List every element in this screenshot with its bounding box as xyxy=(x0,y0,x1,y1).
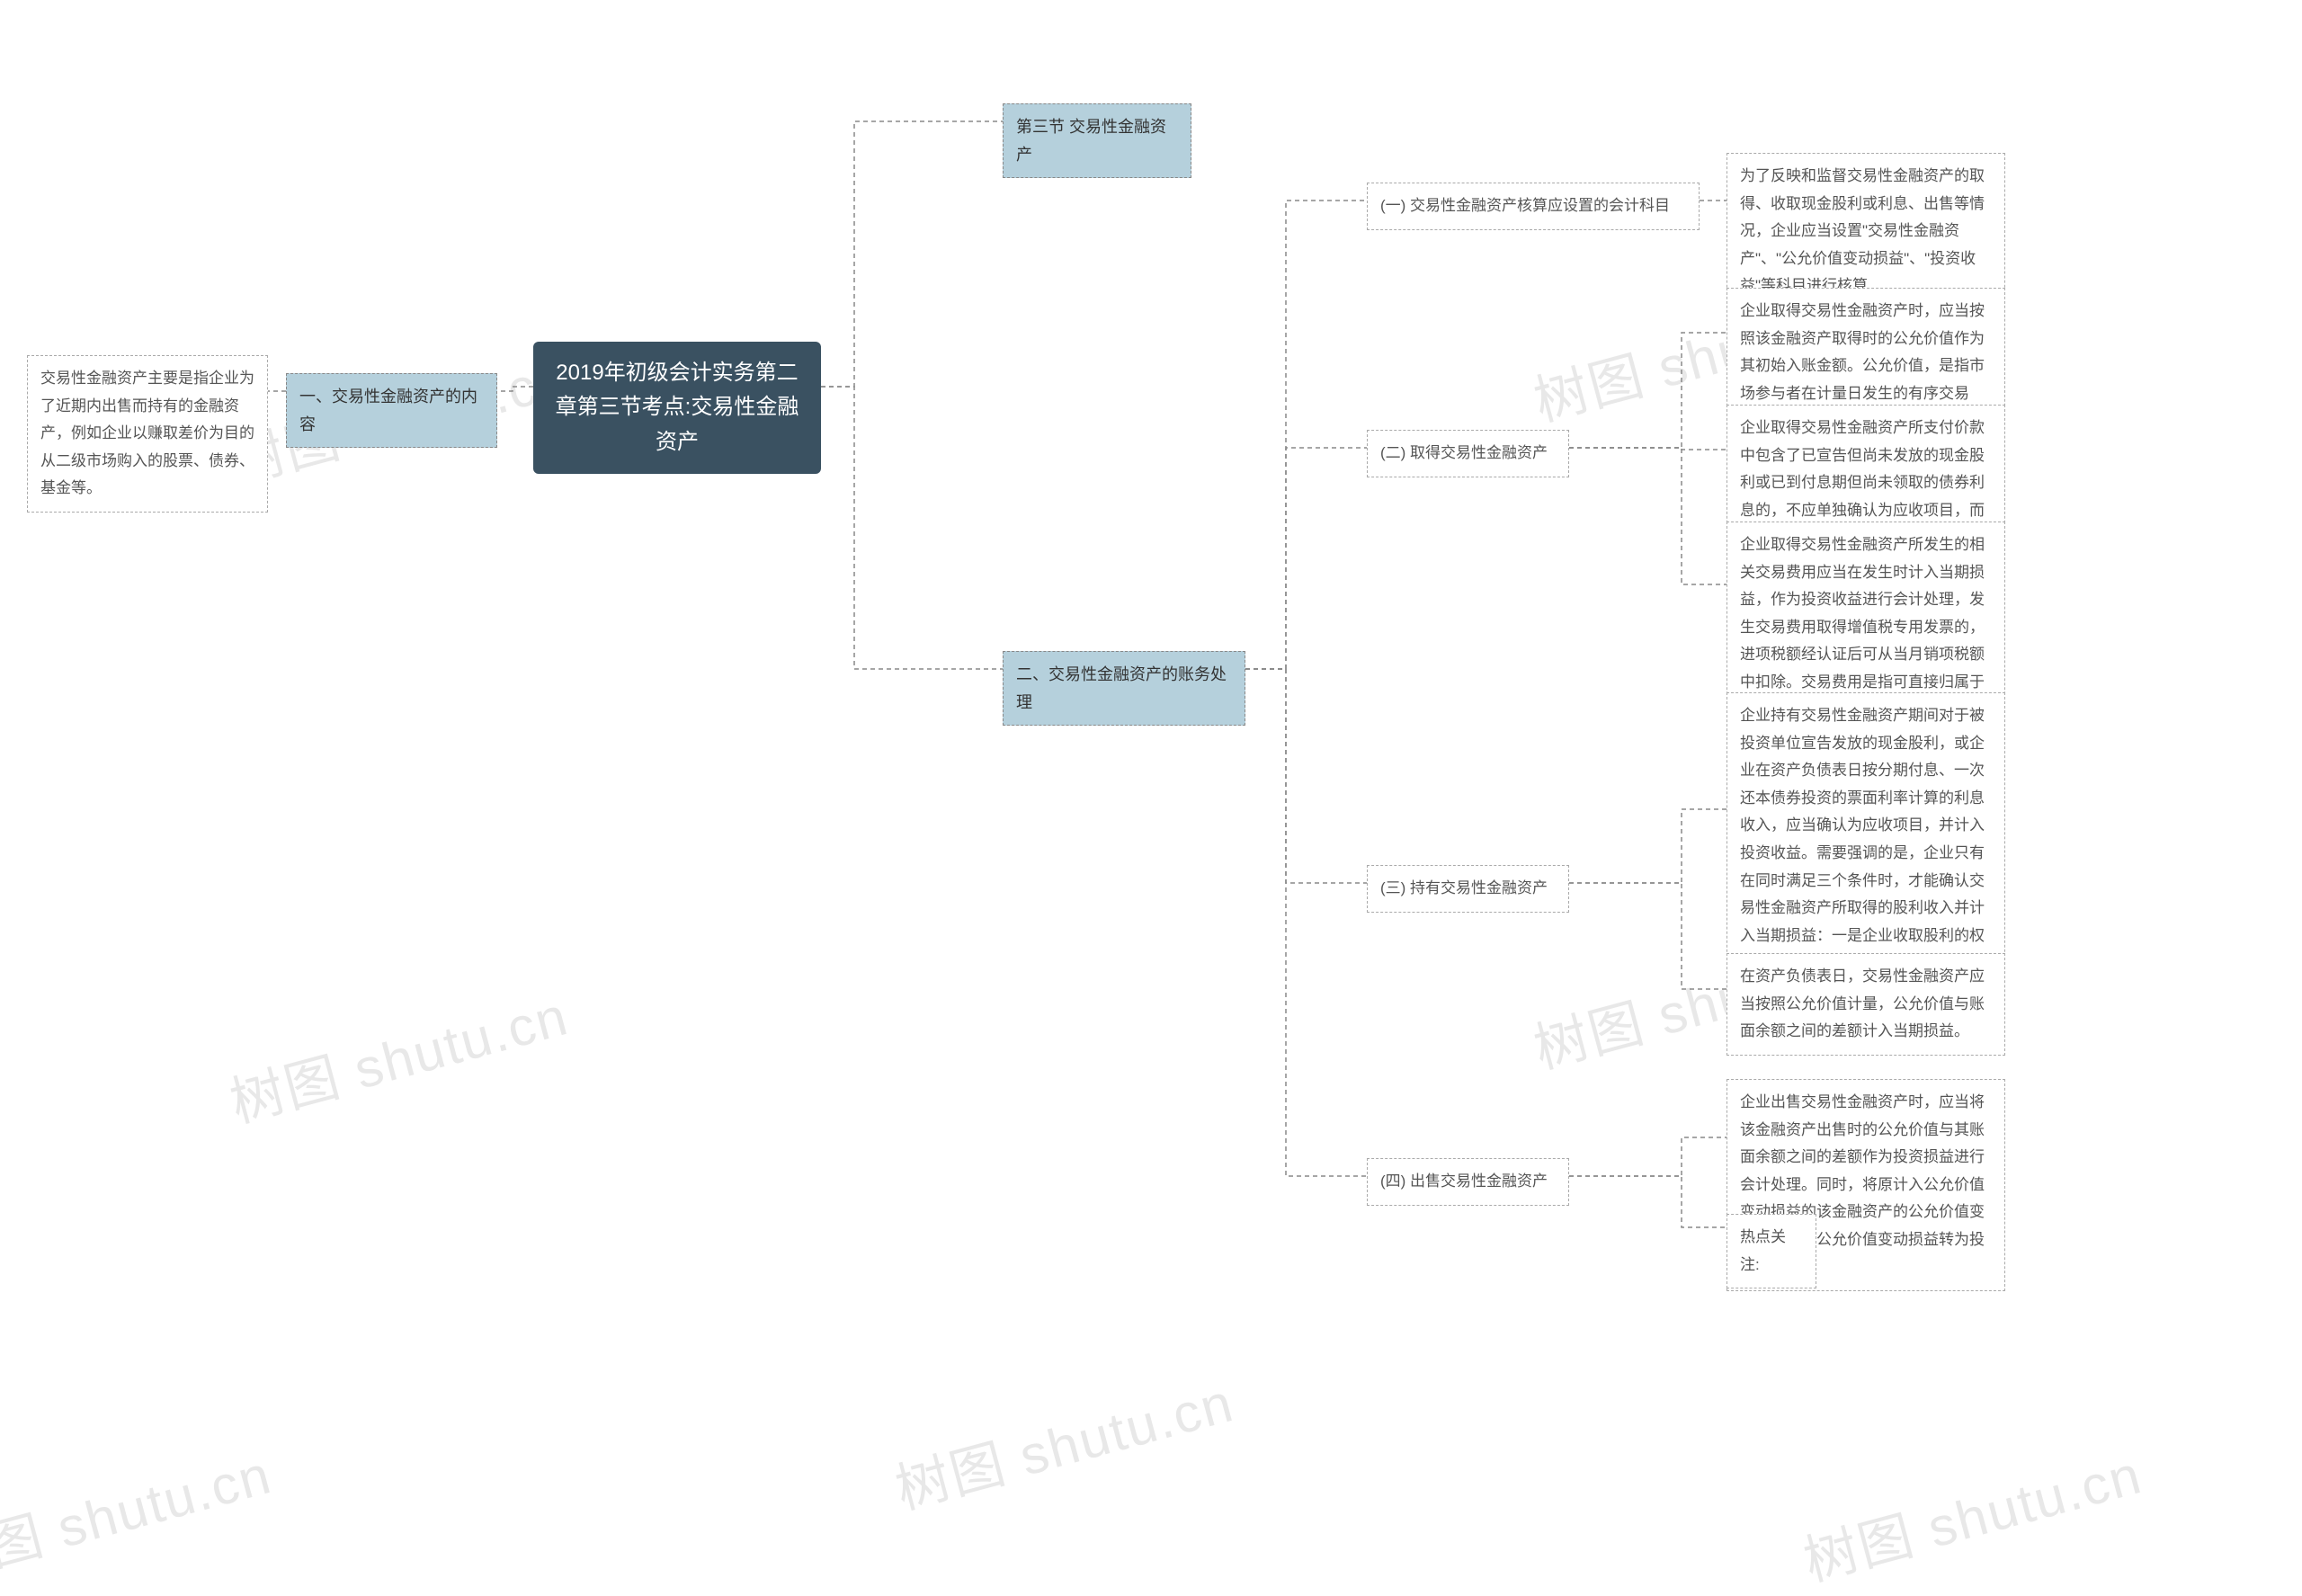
branch-section3[interactable]: 第三节 交易性金融资产 xyxy=(1003,103,1191,178)
watermark: 树图 shutu.cn xyxy=(1794,1431,2149,1596)
leaf-hot-topics: 热点关注: xyxy=(1726,1214,1816,1288)
subnode-hold[interactable]: (三) 持有交易性金融资产 xyxy=(1367,865,1569,913)
leaf-accounts-desc: 为了反映和监督交易性金融资产的取得、收取现金股利或利息、出售等情况，企业应当设置… xyxy=(1726,153,2005,310)
watermark: 树图 shutu.cn xyxy=(0,1431,279,1596)
subnode-acquire[interactable]: (二) 取得交易性金融资产 xyxy=(1367,430,1569,477)
connector xyxy=(1245,669,1367,883)
root-node[interactable]: 2019年初级会计实务第二章第三节考点:交易性金融资产 xyxy=(533,342,821,474)
watermark: 树图 shutu.cn xyxy=(220,973,576,1138)
connector xyxy=(1569,1137,1726,1176)
connector xyxy=(1245,201,1367,669)
subnode-accounts-setup[interactable]: (一) 交易性金融资产核算应设置的会计科目 xyxy=(1367,183,1700,230)
connector xyxy=(1569,448,1726,584)
branch-content[interactable]: 一、交易性金融资产的内容 xyxy=(286,373,497,448)
connector xyxy=(1245,448,1367,669)
connector xyxy=(1245,669,1367,1176)
branch-accounting[interactable]: 二、交易性金融资产的账务处理 xyxy=(1003,651,1245,726)
connector xyxy=(821,387,1003,669)
connector xyxy=(497,387,533,391)
watermark: 树图 shutu.cn xyxy=(886,1360,1241,1525)
connector xyxy=(1569,448,1726,450)
leaf-content-desc: 交易性金融资产主要是指企业为了近期内出售而持有的金融资产，例如企业以赚取差价为目… xyxy=(27,355,268,513)
connector xyxy=(1569,809,1726,883)
connector xyxy=(1569,883,1726,989)
subnode-sell[interactable]: (四) 出售交易性金融资产 xyxy=(1367,1158,1569,1206)
connector xyxy=(821,121,1003,387)
leaf-hold-2: 在资产负债表日，交易性金融资产应当按照公允价值计量，公允价值与账面余额之间的差额… xyxy=(1726,953,2005,1056)
connector xyxy=(1569,333,1726,448)
connector xyxy=(1569,1176,1726,1227)
